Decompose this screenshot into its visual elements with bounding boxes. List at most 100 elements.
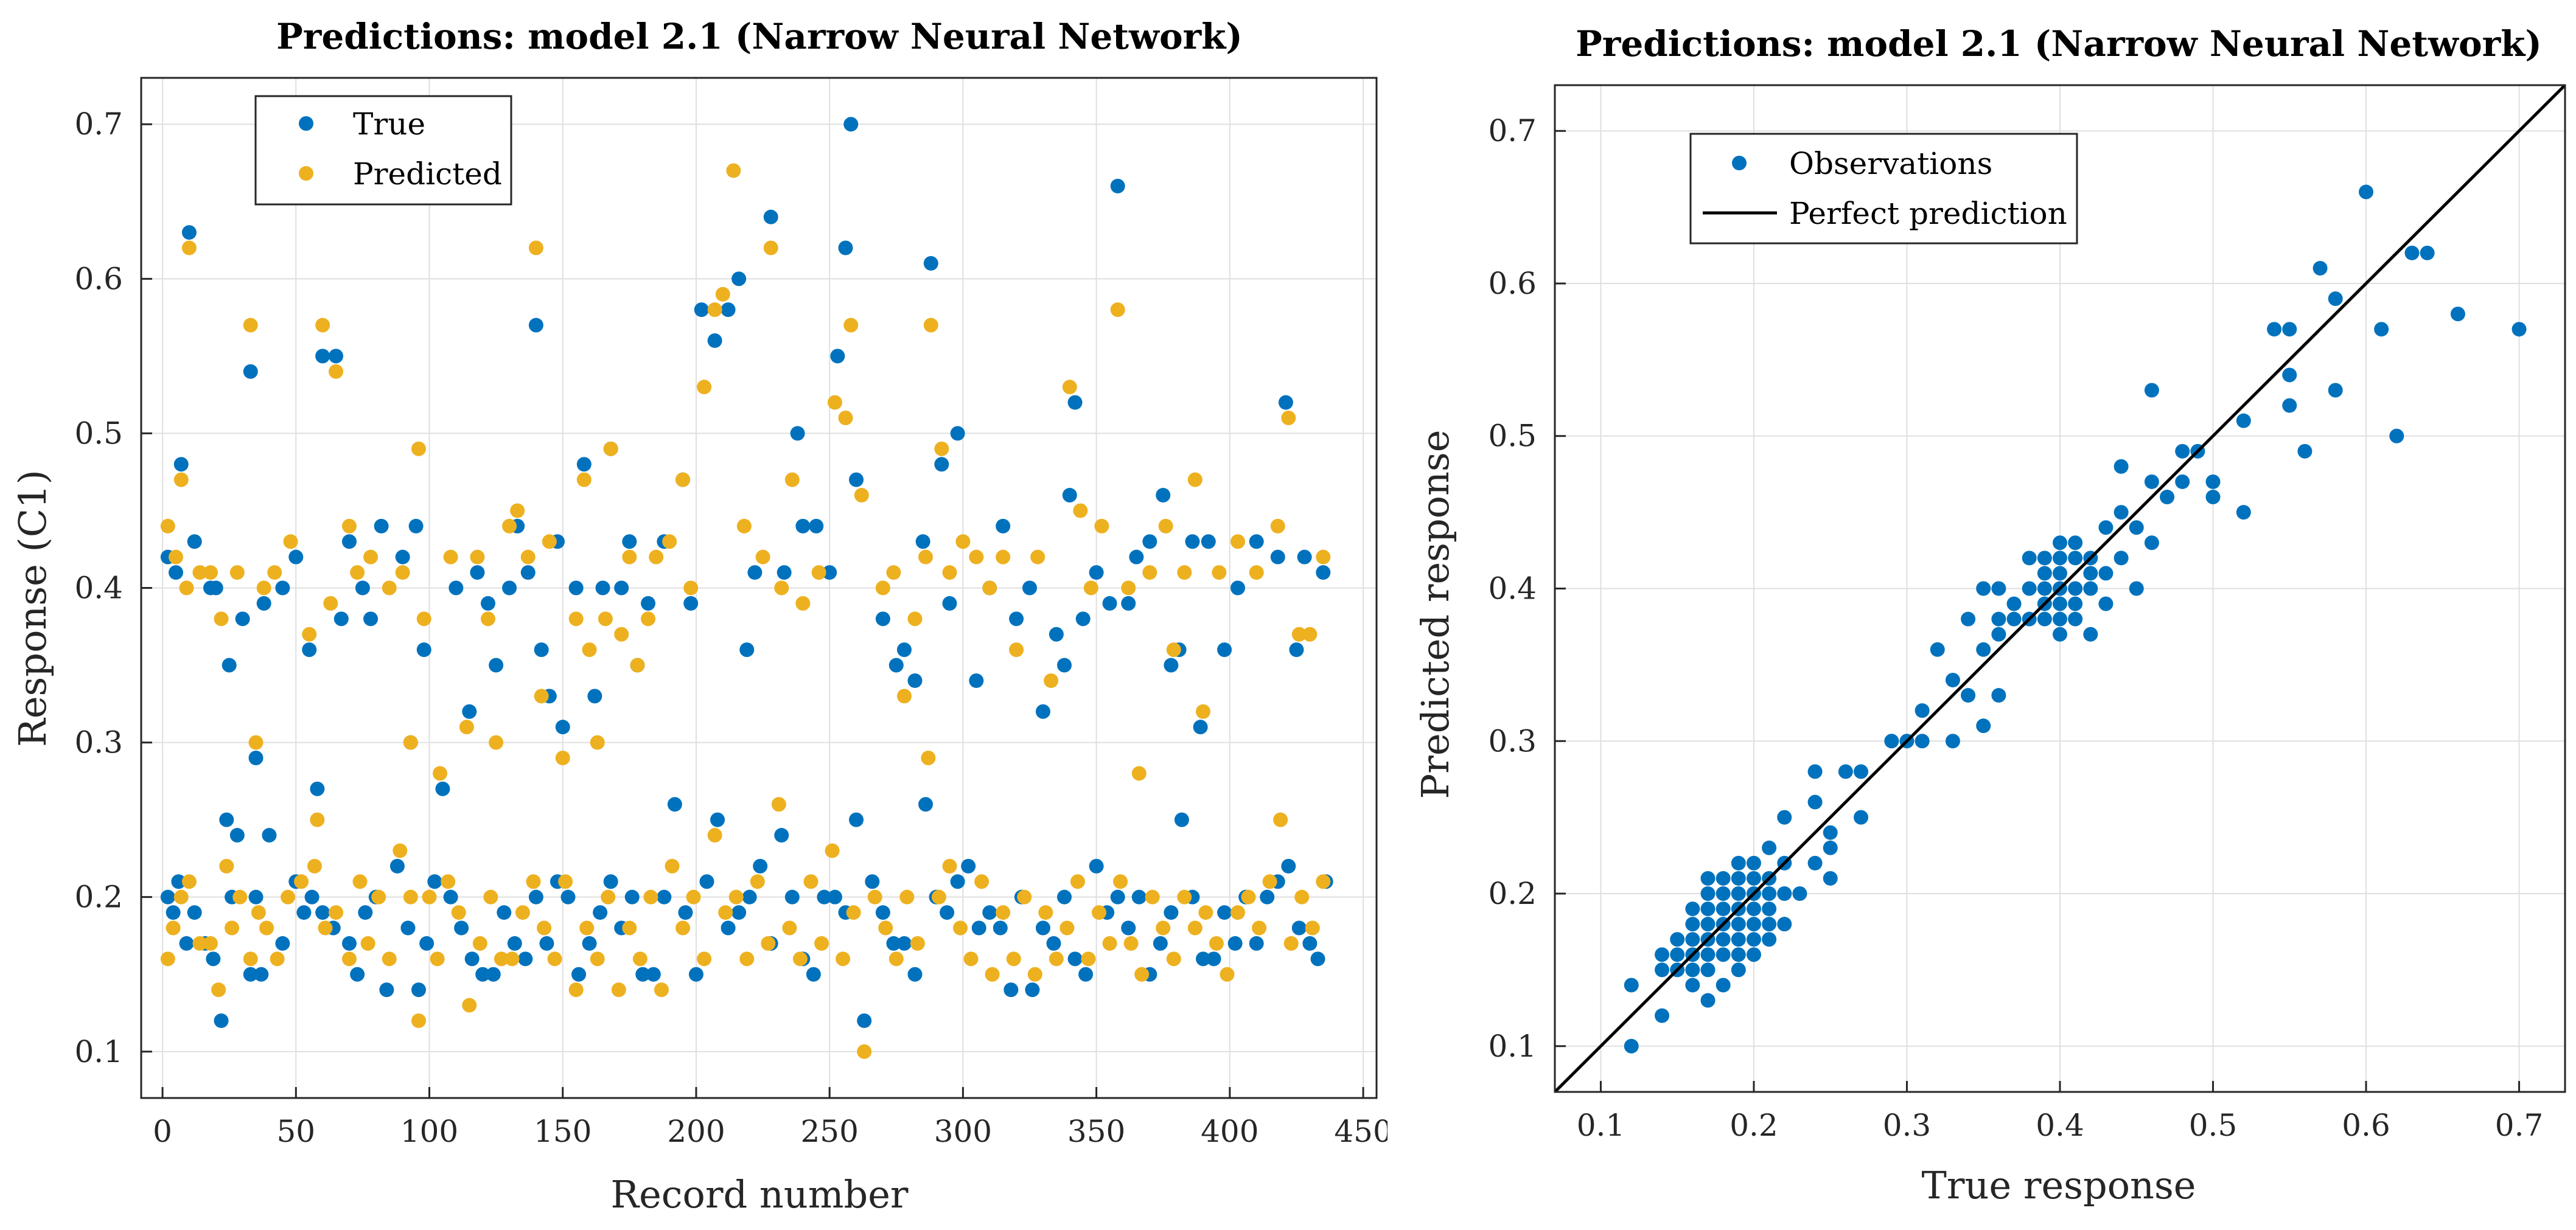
point-true [763, 209, 778, 224]
point-true [302, 642, 317, 658]
point-true [310, 781, 325, 796]
point-predicted [918, 549, 934, 565]
point-observations [1731, 947, 1746, 962]
point-predicted [1316, 874, 1331, 889]
point-true [400, 920, 416, 936]
point-predicted [1283, 936, 1299, 951]
point-predicted [715, 287, 730, 302]
chart-title: Predictions: model 2.1 (Narrow Neural Ne… [276, 16, 1243, 57]
point-true [1196, 951, 1211, 967]
point-predicted [1070, 874, 1085, 889]
point-predicted [382, 951, 397, 967]
point-predicted [382, 580, 397, 596]
point-true [528, 889, 543, 905]
x-tick-label: 100 [400, 1114, 458, 1149]
point-true [996, 518, 1011, 533]
point-true [475, 967, 490, 982]
point-predicted [1081, 951, 1096, 967]
point-observations [2068, 596, 2083, 611]
point-observations [1838, 764, 1853, 779]
point-observations [2053, 551, 2067, 566]
point-predicted [568, 982, 584, 998]
point-predicted [371, 889, 386, 905]
point-observations [2282, 398, 2297, 413]
point-observations [2175, 443, 2190, 459]
point-predicted [1209, 936, 1224, 951]
point-predicted [411, 1013, 426, 1028]
point-predicted [974, 874, 990, 889]
y-tick-label: 0.1 [74, 1034, 123, 1069]
point-predicted [1083, 580, 1098, 596]
point-observations [2083, 566, 2098, 581]
point-observations [1685, 917, 1700, 932]
point-predicted [614, 627, 629, 642]
y-tick-label: 0.7 [1488, 113, 1537, 148]
point-predicted [1006, 951, 1021, 967]
point-observations [2205, 490, 2221, 505]
point-observations [2160, 490, 2175, 505]
point-observations [1731, 870, 1746, 886]
point-observations [2312, 260, 2328, 276]
point-predicted [433, 766, 448, 781]
point-predicted [622, 920, 637, 936]
point-predicted [1196, 704, 1211, 719]
point-predicted [590, 951, 605, 967]
point-predicted [555, 751, 570, 765]
point-true [304, 889, 319, 905]
point-true [1310, 951, 1325, 967]
point-true [333, 611, 349, 627]
point-predicted [1044, 673, 1059, 688]
point-true [918, 797, 934, 812]
point-predicted [1113, 874, 1128, 889]
true-vs-predicted-panel: Predictions: model 2.1 (Narrow Neural Ne… [1400, 0, 2576, 1230]
point-true [635, 967, 651, 982]
point-true [222, 658, 237, 673]
point-true [942, 596, 957, 611]
plot-area-frame [1554, 84, 2566, 1093]
point-true [435, 781, 450, 796]
point-predicted [910, 936, 925, 951]
point-true [560, 889, 576, 905]
point-predicted [502, 518, 517, 533]
point-observations [1945, 734, 1960, 749]
point-true [688, 967, 703, 982]
point-true [1009, 611, 1024, 627]
point-true [1249, 936, 1264, 951]
point-true [915, 534, 930, 549]
point-predicted [803, 874, 819, 889]
point-true [1164, 658, 1179, 673]
point-predicted [662, 534, 677, 549]
point-observations [1854, 810, 1869, 825]
point-predicted [836, 951, 851, 967]
point-predicted [622, 549, 637, 565]
point-true [784, 889, 800, 905]
point-predicted [728, 889, 744, 905]
point-predicted [603, 441, 618, 456]
point-observations [2114, 551, 2129, 566]
point-true [534, 642, 549, 658]
point-predicted [341, 951, 357, 967]
point-observations [1731, 917, 1746, 932]
point-predicted [969, 549, 984, 565]
point-predicted [838, 411, 853, 425]
y-tick-label: 0.2 [1488, 876, 1537, 911]
point-predicted [985, 967, 1000, 982]
point-true [1260, 889, 1275, 905]
point-observations [2175, 474, 2190, 489]
point-predicted [996, 905, 1011, 920]
y-tick-label: 0.6 [1488, 266, 1537, 301]
point-true [1217, 905, 1232, 920]
point-observations [1991, 611, 2006, 627]
point-true [1067, 395, 1083, 410]
point-observations [1762, 886, 1777, 902]
point-true [449, 580, 464, 596]
point-true [173, 457, 189, 472]
point-observations [2389, 428, 2404, 443]
point-true [809, 518, 824, 533]
point-true [1153, 936, 1168, 951]
point-true [243, 967, 258, 982]
point-predicted [350, 565, 365, 580]
point-true [341, 534, 357, 549]
point-true [827, 889, 842, 905]
point-observations [1731, 962, 1746, 978]
